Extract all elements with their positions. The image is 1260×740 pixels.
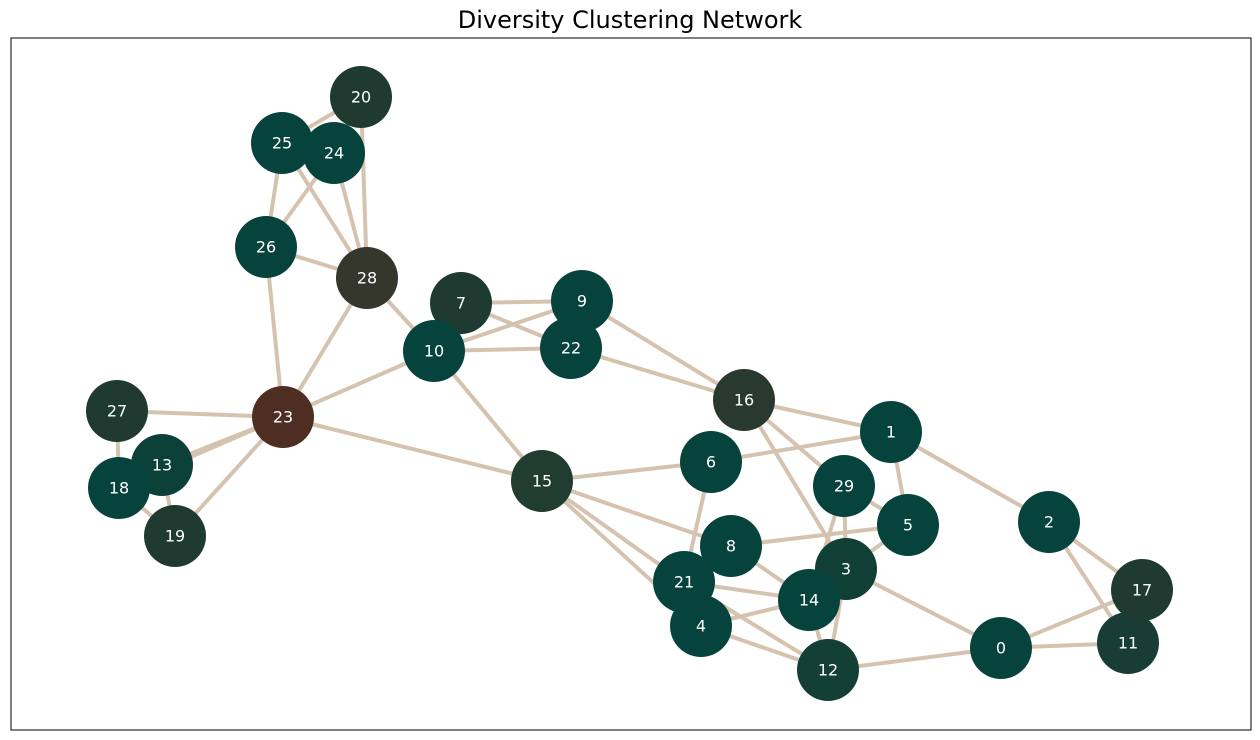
- edge: [541, 479, 732, 548]
- node: [877, 494, 939, 556]
- frame: [10, 37, 1252, 731]
- node: [235, 216, 297, 278]
- node-label: 8: [726, 537, 736, 556]
- node: [1097, 612, 1159, 674]
- node-label: 1: [886, 423, 896, 442]
- node-label: 3: [841, 560, 851, 579]
- node: [252, 386, 314, 448]
- node: [251, 112, 313, 174]
- node: [540, 317, 602, 379]
- node-label: 12: [818, 661, 838, 680]
- node-label: 10: [424, 342, 444, 361]
- node-label: 14: [799, 591, 819, 610]
- node: [303, 122, 365, 184]
- node-label: 2: [1044, 513, 1054, 532]
- node-label: 24: [324, 144, 344, 163]
- node-label: 19: [165, 527, 185, 546]
- node: [797, 639, 859, 701]
- node-label: 29: [834, 477, 854, 496]
- node: [144, 505, 206, 567]
- node: [680, 431, 742, 493]
- node: [653, 551, 715, 613]
- node-label: 9: [577, 292, 587, 311]
- node-label: 23: [273, 408, 293, 427]
- node: [970, 617, 1032, 679]
- node: [330, 66, 392, 128]
- node-label: 16: [734, 391, 754, 410]
- node: [813, 455, 875, 517]
- node-label: 17: [1132, 581, 1152, 600]
- nodes: 0123456789101112131415161718192021222324…: [86, 66, 1173, 701]
- node: [551, 270, 613, 332]
- node-label: 28: [357, 269, 377, 288]
- node-label: 4: [696, 617, 706, 636]
- node-label: 22: [561, 339, 581, 358]
- node-label: 25: [272, 134, 292, 153]
- diagram-title: Diversity Clustering Network: [458, 6, 803, 34]
- edge: [580, 299, 746, 402]
- node: [778, 569, 840, 631]
- edge: [282, 415, 543, 483]
- node-label: 21: [674, 573, 694, 592]
- edges: [115, 95, 1144, 672]
- node-label: 18: [109, 479, 129, 498]
- node-label: 7: [456, 294, 466, 313]
- node: [86, 380, 148, 442]
- node: [430, 272, 492, 334]
- node-label: 6: [706, 453, 716, 472]
- node-label: 27: [107, 402, 127, 421]
- node: [1018, 491, 1080, 553]
- node: [1111, 559, 1173, 621]
- node: [403, 320, 465, 382]
- node-label: 11: [1118, 634, 1138, 653]
- node-label: 5: [903, 516, 913, 535]
- node-label: 26: [256, 238, 276, 257]
- node-label: 20: [351, 88, 371, 107]
- node: [88, 457, 150, 519]
- node: [336, 247, 398, 309]
- node: [700, 515, 762, 577]
- node: [860, 401, 922, 463]
- node: [511, 450, 573, 512]
- node-label: 0: [996, 639, 1006, 658]
- node-label: 13: [152, 456, 172, 475]
- node: [713, 369, 775, 431]
- node-label: 15: [532, 472, 552, 491]
